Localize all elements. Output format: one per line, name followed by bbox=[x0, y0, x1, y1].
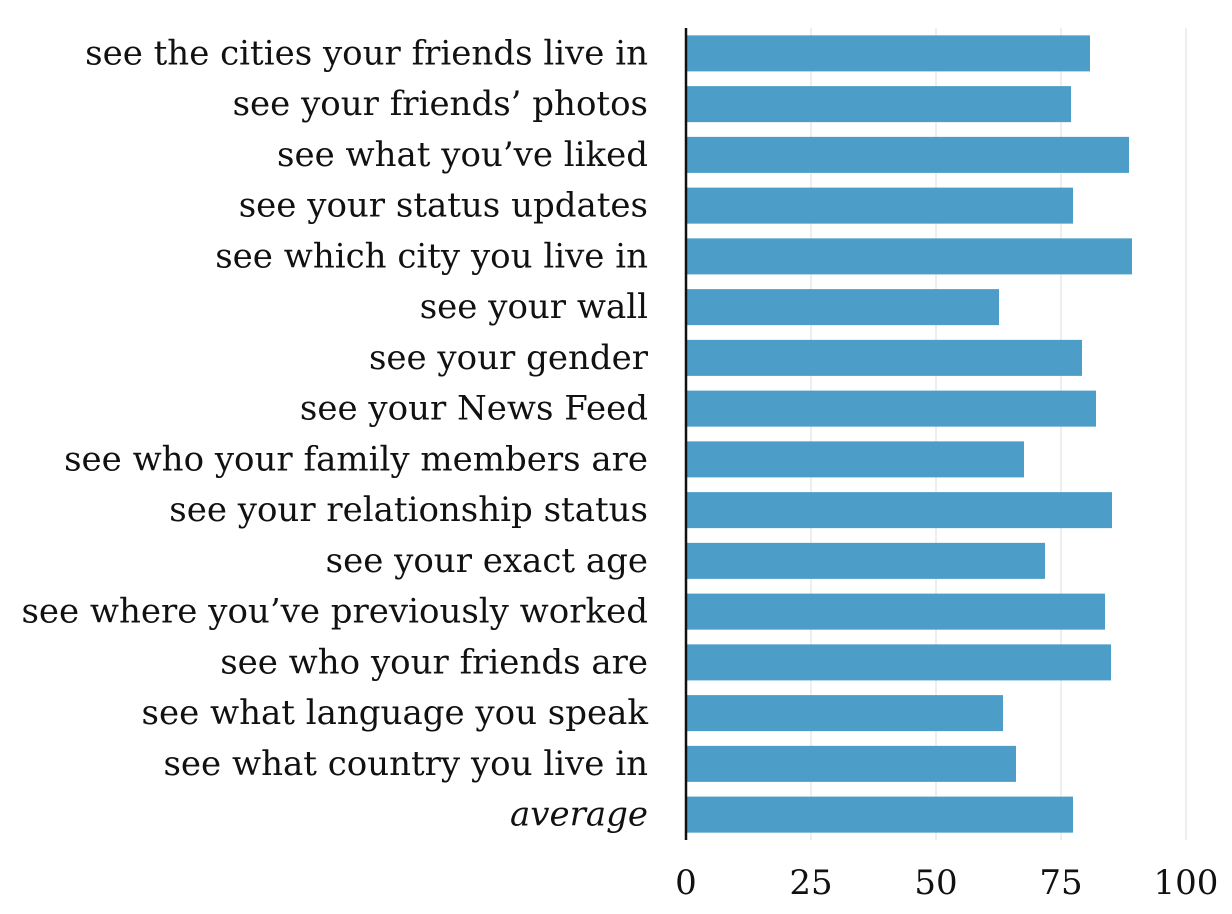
category-label: see who your friends are bbox=[220, 642, 648, 682]
bar bbox=[686, 86, 1071, 123]
category-labels: see the cities your friends live in see y… bbox=[21, 33, 648, 834]
bar bbox=[686, 187, 1073, 224]
category-label: see your relationship status bbox=[169, 490, 648, 530]
category-label: see your friends’ photos bbox=[233, 84, 648, 124]
bar bbox=[686, 238, 1132, 275]
x-tick-label: 75 bbox=[1039, 863, 1082, 903]
category-label: see which city you live in bbox=[215, 236, 648, 276]
category-label: see what you’ve liked bbox=[277, 135, 648, 175]
category-label: see what language you speak bbox=[142, 693, 649, 733]
x-tick-label: 100 bbox=[1154, 863, 1219, 903]
category-label: see your News Feed bbox=[300, 389, 648, 429]
bar bbox=[686, 441, 1024, 478]
average-label: average bbox=[510, 795, 648, 835]
bar bbox=[686, 289, 999, 326]
bar bbox=[686, 745, 1016, 782]
x-tick-labels: 0 25 50 75 100 bbox=[675, 863, 1218, 903]
bar bbox=[686, 339, 1082, 376]
category-label: see who your family members are bbox=[64, 439, 648, 479]
category-label: see your gender bbox=[369, 338, 649, 378]
category-label: see the cities your friends live in bbox=[85, 33, 648, 73]
bar bbox=[686, 695, 1003, 732]
category-label: see where you’ve previously worked bbox=[21, 592, 648, 632]
category-label: see your status updates bbox=[239, 186, 648, 226]
bar bbox=[686, 136, 1129, 173]
bar bbox=[686, 796, 1073, 833]
x-tick-label: 50 bbox=[914, 863, 957, 903]
bars bbox=[686, 35, 1132, 833]
bar bbox=[686, 390, 1096, 427]
bar bbox=[686, 35, 1090, 72]
bar bbox=[686, 542, 1045, 579]
bar bbox=[686, 593, 1105, 630]
bar bbox=[686, 644, 1111, 681]
category-label: see your exact age bbox=[326, 541, 648, 581]
x-tick-label: 0 bbox=[675, 863, 697, 903]
category-label: see what country you live in bbox=[163, 744, 648, 784]
bar bbox=[686, 492, 1112, 529]
category-label: see your wall bbox=[420, 287, 648, 327]
x-tick-label: 25 bbox=[789, 863, 832, 903]
